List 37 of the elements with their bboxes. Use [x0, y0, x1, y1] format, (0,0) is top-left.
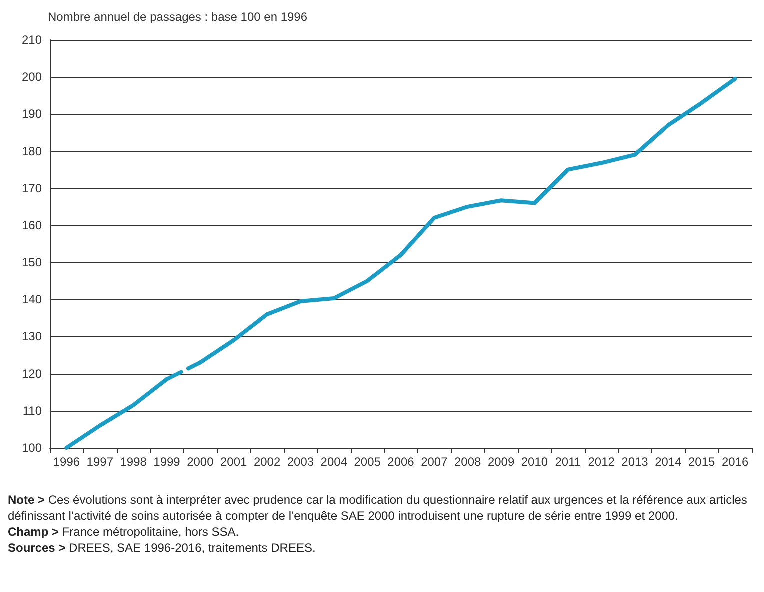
x-tick-label: 2005: [354, 455, 382, 469]
x-tick-label: 1997: [86, 455, 114, 469]
y-tick-label: 100: [22, 441, 42, 455]
y-tick-label: 120: [22, 366, 42, 381]
y-tick-label: 150: [22, 256, 42, 270]
y-tick-label: 170: [22, 181, 42, 196]
x-tick-label: 2003: [287, 455, 314, 469]
x-tick-label: 2013: [622, 455, 649, 469]
x-tick-label: 1998: [120, 455, 148, 469]
x-tick-label: 2014: [655, 455, 682, 469]
x-tick-label: 2007: [421, 455, 448, 469]
x-tick-label: 2016: [722, 455, 749, 469]
y-tick-label: 130: [22, 330, 42, 344]
x-tick-label: 1999: [154, 455, 181, 469]
x-tick-label: 2010: [521, 455, 548, 469]
x-tick-label: 2011: [555, 455, 582, 469]
x-tick-label: 2001: [220, 455, 248, 469]
x-tick-label: 1996: [53, 455, 80, 469]
y-tick-label: 200: [22, 70, 42, 84]
y-tick-label: 160: [22, 218, 42, 232]
x-tick-label: 2012: [588, 455, 616, 469]
x-tick-label: 2006: [388, 455, 415, 469]
y-tick-label: 190: [22, 107, 42, 122]
text: Champ > France métropolitaine, hors SSA.: [8, 524, 240, 540]
text: Note > Ces évolutions sont à interpréter avec prudence car la modification du questionnaire relatif aux urgences et la référence aux articles définissant l’activité de soins autorisée à compter de l’enquête SAE 2000 introduisent une rupture de série entre 1999 et 2000.: [8, 492, 748, 524]
x-tick-label: 2008: [454, 455, 482, 469]
x-tick-label: 2009: [488, 455, 515, 469]
x-tick-label: 2000: [187, 455, 214, 469]
x-tick-label: 2004: [320, 455, 348, 469]
y-tick-label: 210: [22, 33, 42, 47]
y-axis-title: Nombre annuel de passages : base 100 en 1996: [48, 10, 308, 24]
y-tick-label: 140: [22, 292, 42, 307]
source-note: Sources > DREES, SAE 1996-2016, traitements DREES.: [8, 540, 317, 556]
x-tick-label: 2015: [688, 455, 716, 469]
y-tick-label: 180: [22, 144, 42, 158]
y-tick-label: 110: [22, 404, 42, 418]
x-tick-label: 2002: [254, 455, 281, 469]
